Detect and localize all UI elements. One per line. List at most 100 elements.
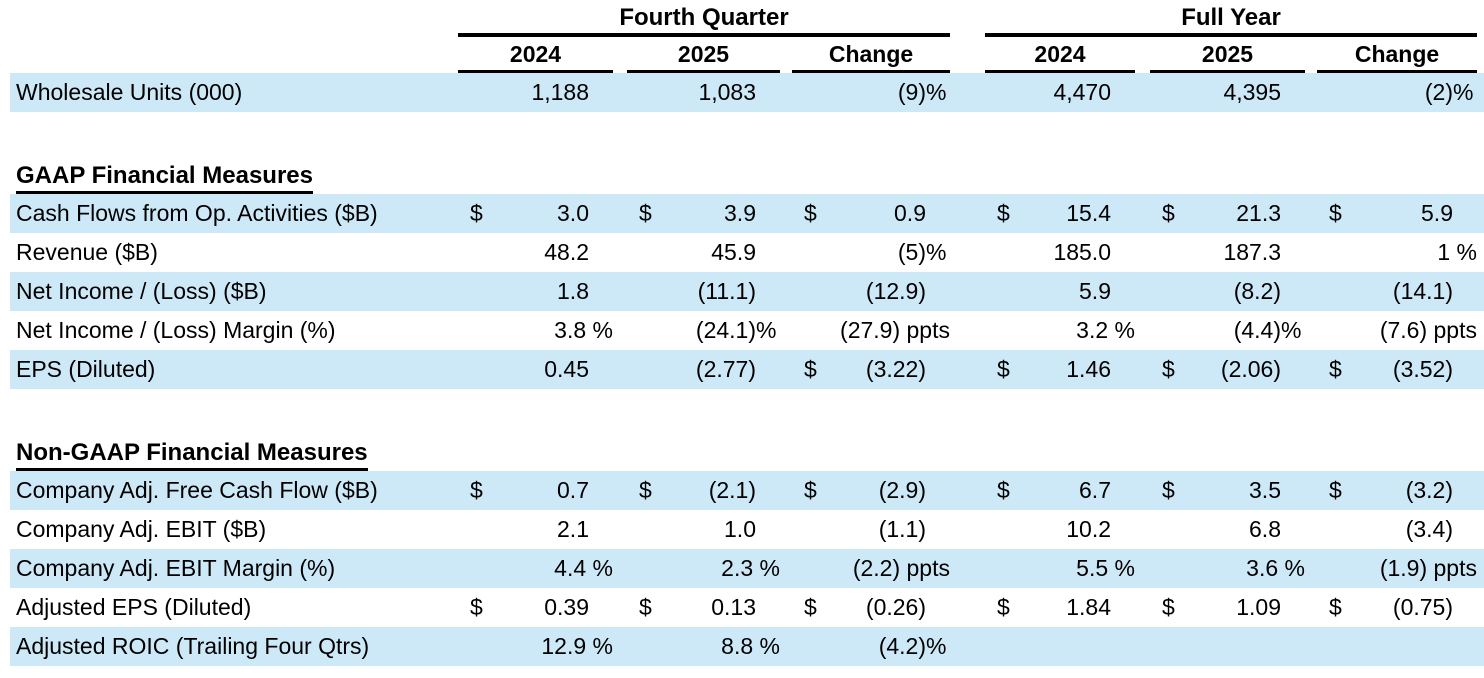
- currency-symbol: $: [804, 477, 817, 503]
- column-group-full-year: Full Year: [985, 4, 1477, 37]
- row-label: Company Adj. EBIT Margin (%): [16, 555, 336, 581]
- value-suffix: %: [1278, 555, 1305, 581]
- currency-symbol: $: [1329, 356, 1342, 382]
- value-cell: (1.1): [792, 516, 950, 543]
- value-number: 0.45: [544, 356, 589, 382]
- value-cell: $1.46: [985, 356, 1135, 383]
- value-cell: (2.2) ppts: [792, 555, 950, 582]
- value-cell: $ (3.2): [1317, 477, 1477, 504]
- value-number: 2.3: [721, 555, 754, 581]
- value-cell: $ (2.9): [792, 477, 950, 504]
- value-number: 5.9: [1421, 200, 1453, 226]
- value-suffix: %: [1108, 317, 1135, 343]
- value-cell: (5)%: [792, 239, 950, 266]
- column-header-fy-change: Change: [1317, 37, 1477, 73]
- table-body: Wholesale Units (000) 1,188 1,083 (9)% 4,470…: [10, 73, 1484, 666]
- table-row: EPS (Diluted) 0.45 (2.77) $ (3.22) $1.46 $ (2.0…: [10, 350, 1484, 389]
- table-row: Adjusted EPS (Diluted) $0.39 $0.13 $ (0.26) $…: [10, 588, 1484, 627]
- section-gap: [10, 389, 1484, 437]
- value-number: (2.2): [852, 555, 901, 581]
- column-header-fq-2025: 2025: [627, 37, 780, 73]
- value-cell: 48.2: [458, 239, 613, 266]
- value-number: (24.1): [695, 317, 756, 343]
- value-number: (0.26): [865, 594, 926, 620]
- value-cell: 185.0: [985, 239, 1135, 266]
- value-number: 4.4: [554, 555, 587, 581]
- value-number: (5): [897, 239, 926, 265]
- value-cell: 6.8: [1150, 516, 1305, 543]
- section-heading-label: Non-GAAP Financial Measures: [16, 439, 368, 471]
- value-number: (3.2): [1405, 477, 1453, 503]
- value-cell: 1.8: [458, 278, 613, 305]
- value-suffix: ppts: [900, 317, 951, 343]
- value-number: 8.8: [721, 633, 754, 659]
- value-number: 6.8: [1249, 516, 1281, 542]
- row-label: Wholesale Units (000): [16, 79, 243, 105]
- value-cell: $0.39: [458, 594, 613, 621]
- value-number: 0.39: [544, 594, 589, 620]
- currency-symbol: $: [639, 477, 652, 503]
- value-cell: 4,395: [1150, 79, 1305, 106]
- value-suffix: ppts: [900, 555, 951, 581]
- value-number: 1.84: [1066, 594, 1111, 620]
- value-suffix: %: [753, 633, 780, 659]
- value-cell: 1,083: [627, 79, 780, 106]
- value-number: 10.2: [1066, 516, 1111, 542]
- section-heading: GAAP Financial Measures: [10, 160, 1484, 194]
- value-number: (2): [1424, 79, 1453, 105]
- value-cell: 5.9: [985, 278, 1135, 305]
- value-number: 0.7: [557, 477, 589, 503]
- value-number: (8.2): [1233, 278, 1281, 304]
- row-label: Adjusted ROIC (Trailing Four Qtrs): [16, 633, 370, 659]
- value-suffix: ppts: [1427, 317, 1478, 343]
- value-cell: (4.2)%: [792, 633, 950, 660]
- value-cell: $3.0: [458, 200, 613, 227]
- row-label: Cash Flows from Op. Activities ($B): [16, 200, 378, 226]
- value-cell: $ (3.52): [1317, 356, 1477, 383]
- value-cell: 4.4 %: [458, 555, 613, 582]
- value-number: (1.1): [878, 516, 926, 542]
- column-group-label: Fourth Quarter: [619, 4, 789, 31]
- section-heading-label: GAAP Financial Measures: [16, 162, 313, 194]
- value-number: (3.4): [1405, 516, 1453, 542]
- value-cell: $0.9: [792, 200, 950, 227]
- column-group-label: Full Year: [1181, 4, 1281, 31]
- value-cell: 1.0: [627, 516, 780, 543]
- value-number: (2.9): [878, 477, 926, 503]
- value-cell: 1 %: [1317, 239, 1477, 266]
- value-suffix: %: [1453, 79, 1474, 105]
- value-cell: 3.2 %: [985, 317, 1135, 344]
- value-number: 48.2: [544, 239, 589, 265]
- value-suffix: %: [756, 317, 777, 343]
- value-number: 4,395: [1223, 79, 1281, 105]
- row-label: Adjusted EPS (Diluted): [16, 594, 252, 620]
- value-cell: (2)%: [1317, 79, 1477, 106]
- value-number: (14.1): [1392, 278, 1453, 304]
- value-cell: $15.4: [985, 200, 1135, 227]
- value-cell: 1,188: [458, 79, 613, 106]
- value-cell: (27.9) ppts: [792, 317, 950, 344]
- value-cell: 3.6 %: [1150, 555, 1305, 582]
- value-cell: (11.1): [627, 278, 780, 305]
- value-number: 1,188: [531, 79, 589, 105]
- value-cell: $1.09: [1150, 594, 1305, 621]
- value-number: 1: [1437, 239, 1451, 265]
- value-cell: $5.9: [1317, 200, 1477, 227]
- value-number: (7.6): [1379, 317, 1428, 343]
- value-cell: 187.3: [1150, 239, 1305, 266]
- value-cell: 3.8 %: [458, 317, 613, 344]
- value-number: 4,470: [1053, 79, 1111, 105]
- value-number: (0.75): [1392, 594, 1453, 620]
- currency-symbol: $: [804, 594, 817, 620]
- currency-symbol: $: [470, 594, 483, 620]
- value-number: 21.3: [1236, 200, 1281, 226]
- value-number: 1,083: [698, 79, 756, 105]
- value-number: (3.52): [1392, 356, 1453, 382]
- currency-symbol: $: [1162, 594, 1175, 620]
- value-suffix: %: [586, 317, 613, 343]
- currency-symbol: $: [1329, 200, 1342, 226]
- value-cell: (14.1): [1317, 278, 1477, 305]
- value-cell: $0.13: [627, 594, 780, 621]
- column-header-fy-2024: 2024: [985, 37, 1135, 73]
- value-number: (1.9): [1379, 555, 1428, 581]
